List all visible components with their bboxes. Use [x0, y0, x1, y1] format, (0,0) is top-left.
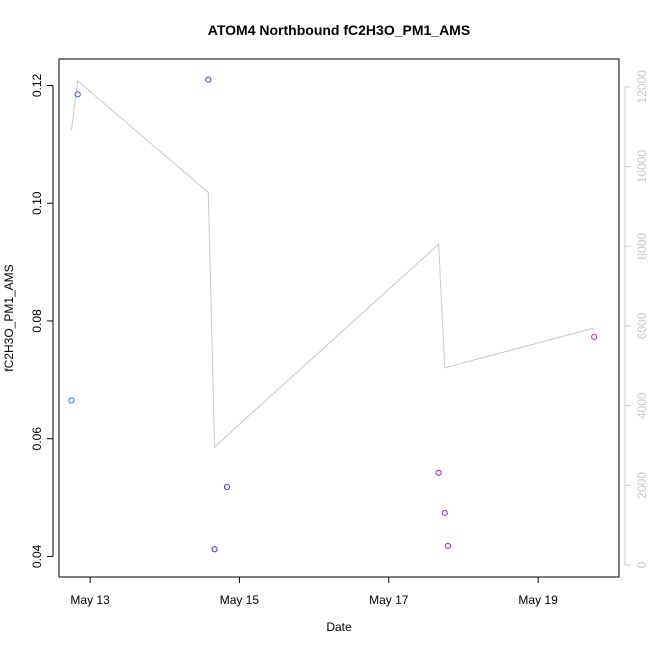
y2-tick-label: 2000	[635, 472, 649, 499]
x-tick-label: May 15	[220, 593, 260, 607]
y-axis-right: 0 2000 4000 6000 8000 10000 12000	[624, 70, 649, 568]
y2-tick-label: 0	[635, 561, 649, 568]
data-point	[441, 509, 448, 516]
y2-tick-label: 4000	[635, 392, 649, 419]
x-tick-label: May 17	[369, 593, 409, 607]
chart-title: ATOM4 Northbound fC2H3O_PM1_AMS	[208, 22, 470, 38]
x-tick-label: May 19	[518, 593, 558, 607]
y-tick-label: 0.06	[30, 427, 44, 451]
plot-frame	[58, 58, 620, 578]
x-axis-label: Date	[326, 620, 352, 634]
y2-tick-label: 8000	[635, 233, 649, 260]
y-tick-label: 0.08	[30, 309, 44, 333]
y-tick-label: 0.12	[30, 73, 44, 97]
data-point	[223, 483, 231, 490]
y2-tick-label: 10000	[635, 150, 649, 184]
data-point	[444, 542, 451, 549]
data-point	[435, 469, 442, 476]
data-point	[205, 76, 212, 83]
y-axis-left: 0.04 0.06 0.08 0.10 0.12	[30, 73, 54, 568]
data-point	[68, 397, 75, 404]
altitude-line	[70, 79, 595, 449]
y-tick-label: 0.04	[30, 544, 44, 568]
data-point	[211, 546, 218, 553]
data-point	[74, 91, 81, 98]
x-tick-label: May 13	[70, 593, 110, 607]
points-layer	[68, 76, 598, 553]
y-tick-label: 0.10	[30, 191, 44, 215]
y2-tick-label: 6000	[635, 312, 649, 339]
data-point	[591, 333, 598, 340]
x-axis: May 13 May 15 May 17 May 19	[70, 577, 558, 607]
y-axis-label: fC2H3O_PM1_AMS	[2, 264, 16, 371]
altitude-layer	[70, 79, 595, 449]
y2-tick-label: 12000	[635, 70, 649, 104]
